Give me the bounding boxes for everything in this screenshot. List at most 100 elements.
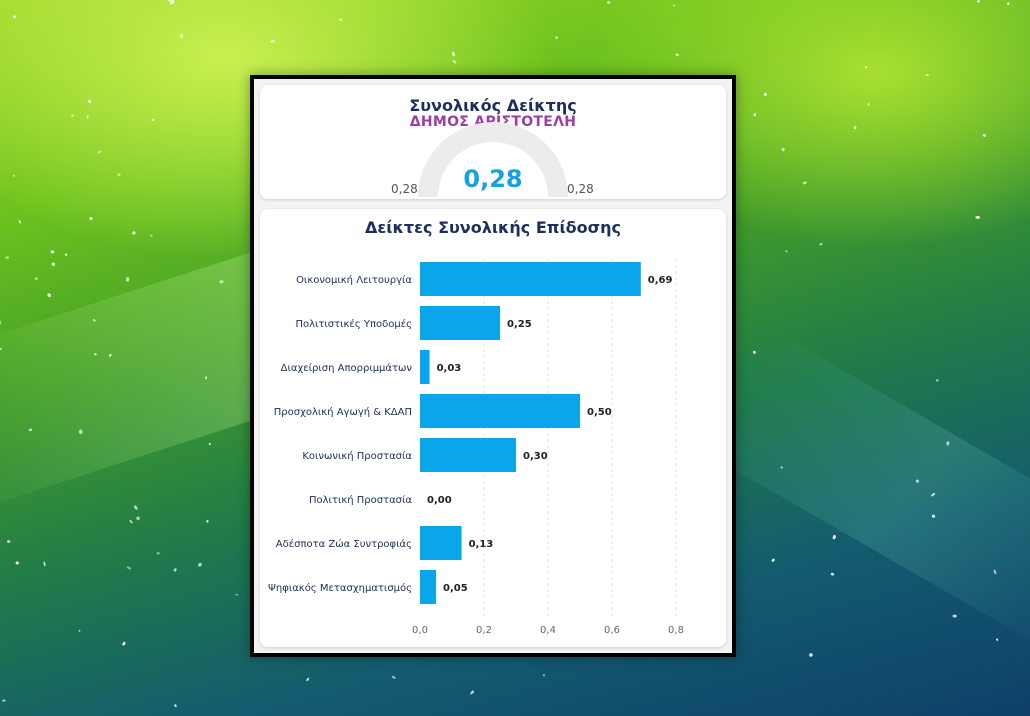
sparkle-dot bbox=[28, 428, 33, 432]
sparkle-dot bbox=[13, 15, 16, 19]
category-label: Πολιτιστικές Υποδομές bbox=[295, 318, 412, 330]
sparkle-dot bbox=[92, 319, 96, 322]
sparkle-dot bbox=[5, 256, 10, 259]
sparkle-dot bbox=[952, 614, 957, 618]
category-label: Προσχολική Αγωγή & ΚΔΑΠ bbox=[274, 406, 412, 418]
chart-title: Δείκτες Συνολικής Επίδοσης bbox=[365, 218, 621, 237]
sparkle-dot bbox=[391, 675, 396, 679]
sparkle-dot bbox=[865, 66, 868, 69]
sparkle-dot bbox=[675, 53, 679, 57]
sparkle-dot bbox=[451, 51, 455, 57]
x-tick-label: 0,6 bbox=[604, 625, 620, 636]
sparkle-dot bbox=[780, 466, 783, 469]
sparkle-dot bbox=[208, 442, 211, 446]
dashboard-frame: Συνολικός Δείκτης ΔΗΜΟΣ ΑΡΙΣΤΟΤΕΛΗ 0,28 … bbox=[250, 75, 736, 657]
sparkle-dot bbox=[12, 174, 15, 177]
bar bbox=[420, 262, 641, 296]
sparkle-dot bbox=[993, 569, 997, 575]
sparkle-dot bbox=[167, 0, 172, 2]
bar-value-label: 0,69 bbox=[648, 275, 673, 286]
sparkle-dot bbox=[235, 593, 238, 596]
sparkle-dot bbox=[0, 320, 2, 325]
sparkle-dot bbox=[931, 492, 936, 497]
sparkle-dot bbox=[170, 0, 175, 5]
sparkle-dot bbox=[136, 516, 140, 521]
sparkle-dot bbox=[126, 277, 130, 282]
sparkle-dot bbox=[7, 539, 11, 544]
sparkle-dot bbox=[1007, 2, 1010, 6]
sparkle-dot bbox=[122, 641, 126, 646]
sparkle-dot bbox=[50, 250, 55, 254]
gauge-title: Συνολικός Δείκτης bbox=[409, 96, 577, 115]
gauge-arc bbox=[418, 122, 568, 198]
bar-value-label: 0,00 bbox=[427, 495, 452, 506]
sparkle-dot bbox=[150, 234, 153, 237]
gauge-value: 0,28 bbox=[463, 165, 523, 193]
sparkle-dot bbox=[975, 215, 981, 219]
category-label: Διαχείριση Απορριμμάτων bbox=[281, 362, 413, 374]
x-tick-label: 0,2 bbox=[476, 625, 492, 636]
sparkle-dot bbox=[15, 561, 19, 565]
bar bbox=[420, 526, 462, 560]
sparkle-dot bbox=[306, 677, 310, 681]
sparkle-dot bbox=[34, 277, 38, 280]
sparkle-dot bbox=[79, 429, 83, 435]
bar-value-label: 0,13 bbox=[469, 539, 494, 550]
sparkle-dot bbox=[205, 376, 207, 380]
sparkle-dot bbox=[129, 519, 133, 524]
sparkle-dot bbox=[0, 347, 2, 350]
bar bbox=[420, 350, 430, 384]
sparkle-dot bbox=[673, 4, 676, 7]
sparkle-dot bbox=[470, 690, 474, 695]
gauge-max-label: 0,28 bbox=[567, 182, 594, 196]
category-label: Πολιτική Προστασία bbox=[309, 494, 412, 506]
gauge-card: Συνολικός Δείκτης ΔΗΜΟΣ ΑΡΙΣΤΟΤΕΛΗ 0,28 … bbox=[260, 85, 726, 199]
bar bbox=[420, 438, 516, 472]
sparkle-dot bbox=[132, 231, 136, 235]
x-tick-label: 0,8 bbox=[668, 625, 684, 636]
sparkle-dot bbox=[1, 699, 6, 702]
sparkle-dot bbox=[18, 220, 21, 224]
sparkle-dot bbox=[338, 18, 343, 21]
sparkle-dot bbox=[151, 118, 155, 122]
sparkle-dot bbox=[753, 113, 757, 117]
sparkle-dot bbox=[134, 505, 138, 510]
dashboard-canvas: Συνολικός Δείκτης ΔΗΜΟΣ ΑΡΙΣΤΟΤΕΛΗ 0,28 … bbox=[254, 79, 732, 653]
sparkle-dot bbox=[156, 552, 160, 555]
sparkle-dot bbox=[47, 293, 51, 298]
sparkle-dot bbox=[452, 59, 457, 64]
sparkle-dot bbox=[71, 114, 75, 117]
bar bbox=[420, 306, 500, 340]
sparkle-dot bbox=[206, 520, 209, 523]
sparkle-dot bbox=[126, 566, 131, 570]
sparkle-dot bbox=[819, 243, 823, 246]
sparkle-dot bbox=[935, 379, 939, 382]
sparkle-dot bbox=[809, 653, 813, 657]
category-label: Αδέσποτα Ζώα Συντροφιάς bbox=[276, 538, 412, 550]
sparkle-dot bbox=[977, 0, 980, 3]
sparkle-dot bbox=[51, 262, 56, 266]
sparkle-dot bbox=[832, 534, 836, 540]
sparkle-dot bbox=[542, 674, 546, 677]
sparkle-dot bbox=[173, 568, 177, 572]
sparkle-dot bbox=[867, 102, 870, 106]
sparkle-dot bbox=[982, 133, 986, 137]
x-tick-label: 0,0 bbox=[412, 625, 428, 636]
category-label: Οικονομική Λειτουργία bbox=[296, 274, 412, 286]
sparkle-dot bbox=[64, 253, 68, 256]
sparkle-dot bbox=[555, 36, 558, 40]
sparkle-dot bbox=[78, 629, 81, 632]
sparkle-dot bbox=[946, 441, 950, 446]
bar bbox=[420, 570, 436, 604]
bar bbox=[420, 394, 580, 428]
sparkle-dot bbox=[219, 280, 224, 284]
bar-value-label: 0,05 bbox=[443, 583, 468, 594]
sparkle-dot bbox=[781, 147, 785, 152]
sparkle-dot bbox=[88, 99, 92, 104]
sparkle-dot bbox=[179, 33, 184, 39]
sparkle-dot bbox=[931, 514, 936, 518]
sparkle-dot bbox=[270, 40, 275, 43]
x-tick-label: 0,4 bbox=[540, 625, 556, 636]
sparkle-dot bbox=[853, 126, 857, 130]
sparkle-dot bbox=[198, 562, 202, 567]
